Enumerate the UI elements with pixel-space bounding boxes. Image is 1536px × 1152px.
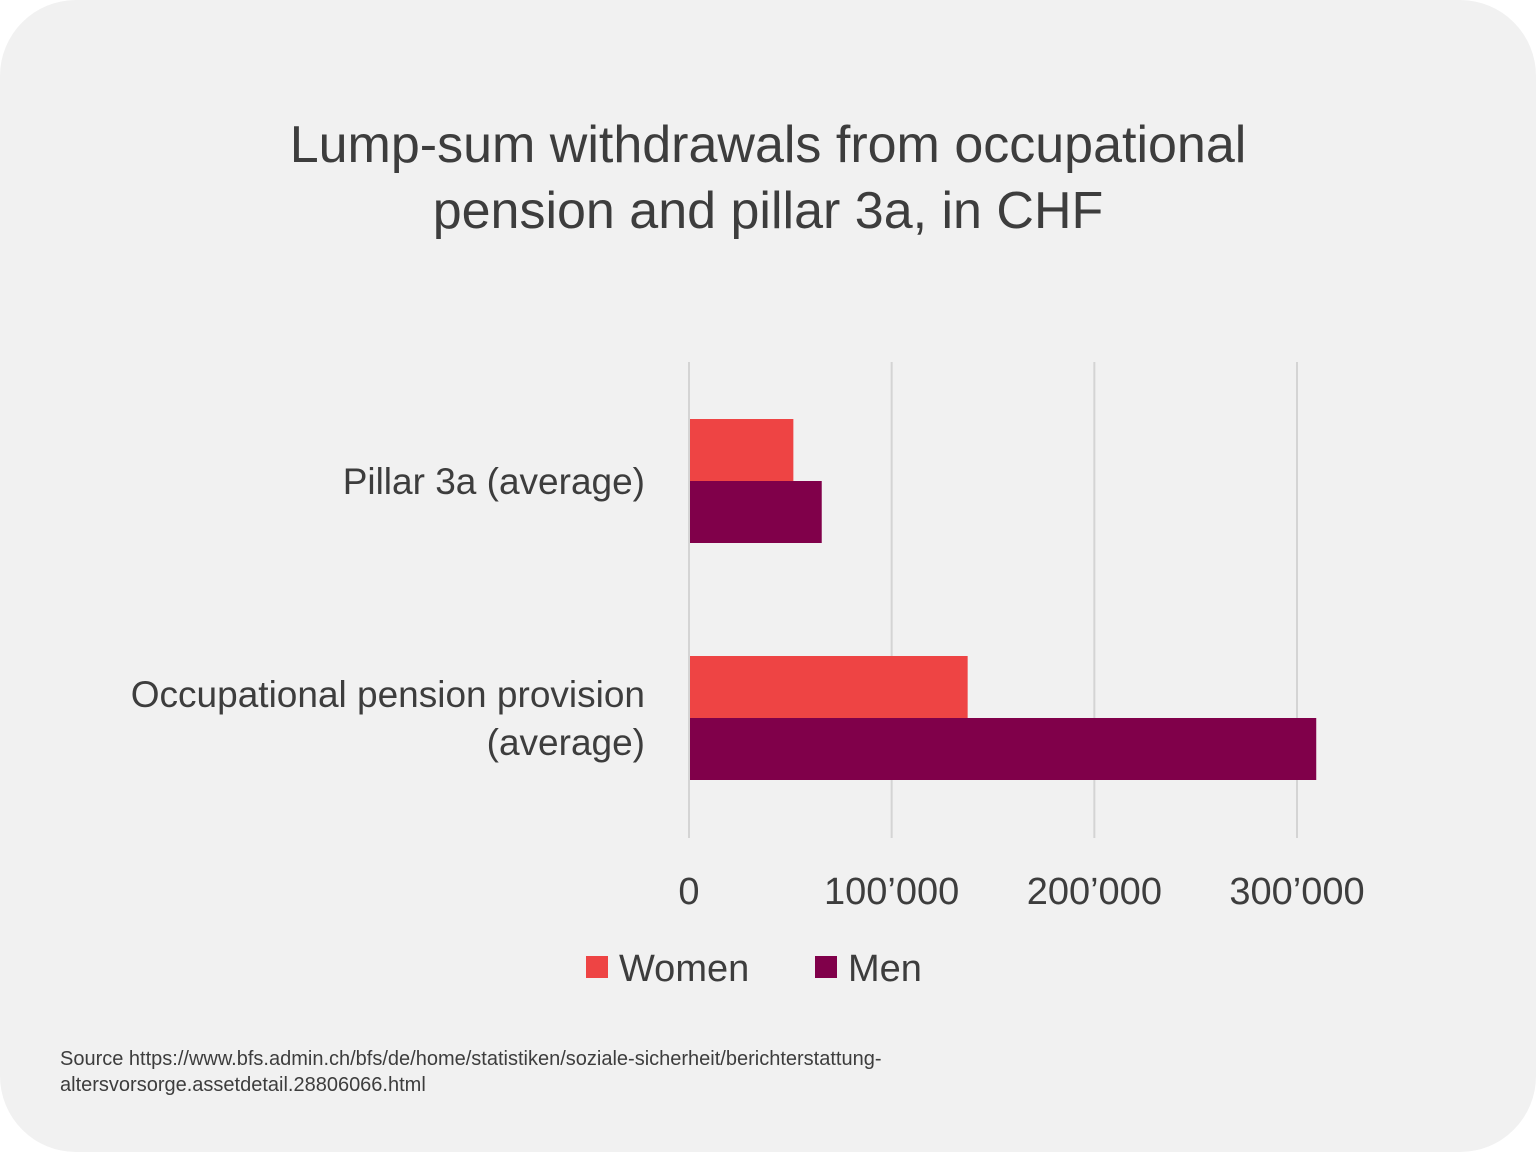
chart-title-line-1: Lump-sum withdrawals from occupational xyxy=(289,116,1247,174)
legend-label-men: Men xyxy=(848,948,922,990)
source-line-1: Source https://www.bfs.admin.ch/bfs/de/h… xyxy=(60,1048,882,1070)
category-label-1-line-0: Occupational pension provision xyxy=(131,674,645,715)
x-tick-label-0: 0 xyxy=(678,871,699,913)
category-label-0-line-0: Pillar 3a (average) xyxy=(343,461,645,502)
legend-swatch-women xyxy=(586,956,608,978)
bar-men-0 xyxy=(690,481,822,543)
chart-title-line-2: pension and pillar 3a, in CHF xyxy=(432,182,1104,240)
bar-men-1 xyxy=(690,718,1317,780)
category-label-1-line-1: (average) xyxy=(487,722,645,763)
source-line-2: altersvorsorge.assetdetail.28806066.html xyxy=(60,1074,426,1096)
bar-women-0 xyxy=(690,419,794,481)
x-tick-label-1: 100’000 xyxy=(824,871,959,913)
bar-women-1 xyxy=(690,656,968,718)
source-note: Source https://www.bfs.admin.ch/bfs/de/h… xyxy=(60,1046,1060,1098)
chart-title: Lump-sum withdrawals from occupational p… xyxy=(168,112,1368,244)
legend-swatch-men xyxy=(815,956,837,978)
legend-label-women: Women xyxy=(619,948,749,990)
x-tick-label-3: 300’000 xyxy=(1229,871,1364,913)
x-tick-label-2: 200’000 xyxy=(1027,871,1162,913)
